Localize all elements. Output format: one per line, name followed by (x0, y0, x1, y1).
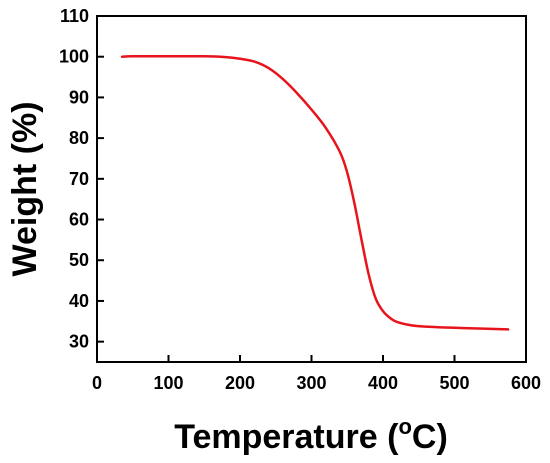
x-axis-ticks: 0 100 200 300 400 500 600 (92, 355, 541, 393)
x-axis-title-main: Temperature ( (174, 418, 399, 456)
x-axis-title-superscript: o (398, 414, 411, 439)
y-axis-ticks: 30 40 50 60 70 80 90 100 110 (59, 6, 104, 352)
x-tick-label: 300 (296, 373, 326, 393)
y-axis-title: Weight (%) (6, 101, 44, 276)
x-tick-label: 0 (92, 373, 102, 393)
x-axis-title: Temperature (oC) (174, 414, 448, 456)
x-tick-label: 600 (511, 373, 541, 393)
y-tick-label: 90 (69, 87, 89, 107)
plot-frame (96, 15, 527, 363)
y-tick-label: 70 (69, 169, 89, 189)
y-tick-label: 30 (69, 332, 89, 352)
x-tick-label: 400 (368, 373, 398, 393)
y-tick-label: 60 (69, 210, 89, 230)
y-tick-label: 40 (69, 291, 89, 311)
y-tick-label: 100 (59, 47, 89, 67)
x-axis-title-end: C) (412, 418, 448, 456)
y-tick-label: 50 (69, 250, 89, 270)
x-tick-label: 500 (439, 373, 469, 393)
y-tick-label: 110 (60, 6, 89, 26)
x-tick-label: 200 (225, 373, 255, 393)
series-layer (120, 54, 510, 331)
x-tick-label: 100 (153, 373, 183, 393)
weight-loss-curve (120, 54, 510, 331)
y-tick-label: 80 (69, 128, 89, 148)
